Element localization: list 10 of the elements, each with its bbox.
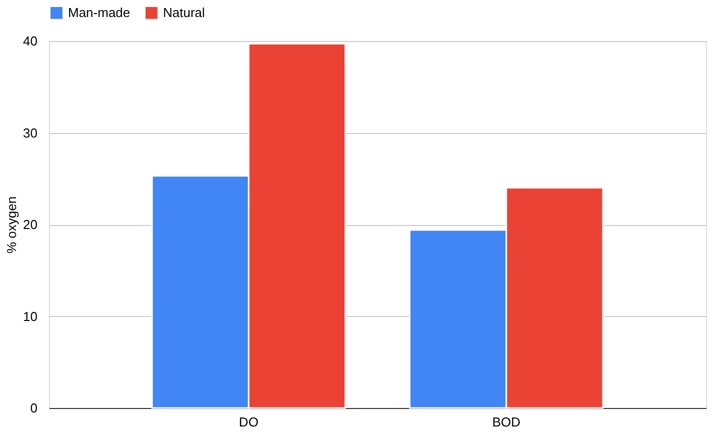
x-tick-label: BOD (492, 414, 520, 430)
y-tick-label: 40 (23, 34, 38, 48)
y-axis-title: % oxygen (4, 196, 20, 254)
y-tick-label: 20 (23, 217, 38, 232)
legend-label: Natural (163, 4, 206, 20)
y-tick-label: 30 (23, 125, 38, 140)
legend-label: Man-made (68, 4, 130, 20)
x-tick-label: DO (238, 414, 258, 430)
y-tick-label: 0 (30, 400, 38, 416)
y-tick-label: 10 (23, 308, 38, 324)
